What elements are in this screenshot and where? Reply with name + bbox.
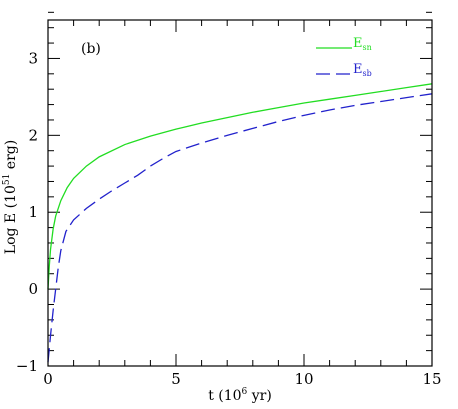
x-axis-label: t (106 yr) (208, 387, 272, 404)
series-line-sb (47, 93, 433, 363)
x-tick-label: 5 (171, 370, 181, 388)
legend: Esn Esb (316, 36, 372, 78)
x-tick-label: 15 (422, 370, 441, 388)
plot-frame (47, 19, 433, 367)
series-curves (47, 83, 433, 363)
y-tick-label: −1 (16, 357, 38, 375)
y-axis-label: Log E (1051 erg) (2, 140, 19, 254)
legend-label-sn: Esn (353, 36, 372, 52)
x-tick-label: 0 (43, 370, 53, 388)
y-tick-label: 3 (28, 49, 38, 67)
panel-label: (b) (81, 41, 101, 57)
tick-marks (47, 11, 433, 367)
series-line-sn (47, 83, 433, 290)
x-tick-label: 10 (294, 370, 313, 388)
legend-label-sb: Esb (353, 62, 372, 78)
y-tick-label: 1 (28, 203, 38, 221)
tick-labels: 0 5 10 15 −1 0 1 2 3 (16, 49, 442, 388)
y-tick-label: 2 (28, 126, 38, 144)
y-tick-label: 0 (28, 280, 38, 298)
